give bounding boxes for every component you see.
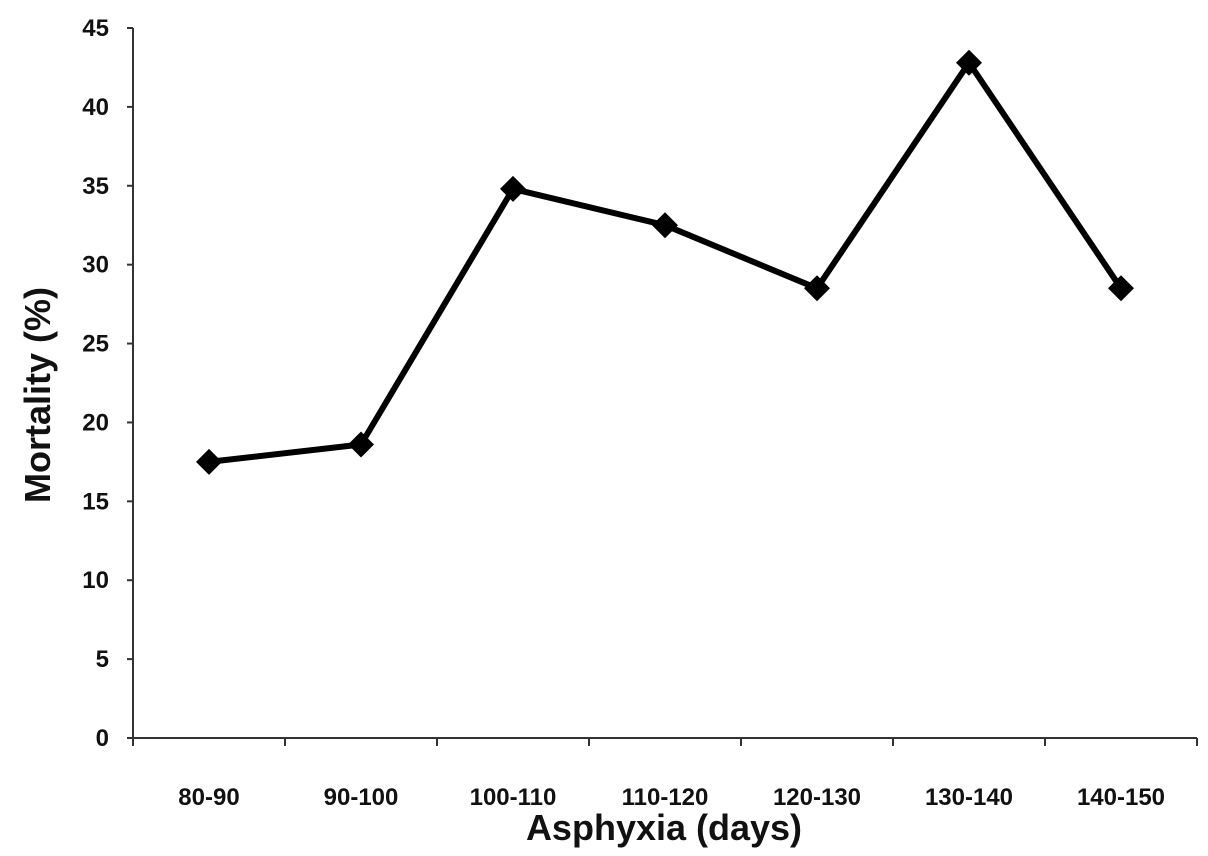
y-tick-label: 30 [82, 252, 109, 279]
data-point-marker [196, 448, 222, 475]
x-axis-title: Asphyxia (days) [526, 807, 802, 848]
x-tick-label: 130-140 [925, 784, 1013, 811]
y-tick-label: 15 [82, 488, 109, 515]
y-axis-ticks: 0 5 10 15 20 25 30 35 40 45 [82, 15, 133, 752]
data-point-marker [652, 212, 678, 239]
series-group [196, 49, 1134, 475]
x-tick-label: 100-110 [470, 784, 557, 811]
series-line [208, 59, 1124, 465]
y-tick-label: 40 [82, 94, 109, 121]
data-point-marker [956, 49, 982, 76]
x-axis-ticks: 80-90 90-100 100-110 110-120 120-130 130-140 1… [132, 738, 1198, 811]
data-point-marker [804, 275, 830, 302]
data-point-marker [500, 175, 526, 202]
x-tick-label: 140-150 [1077, 784, 1165, 811]
y-tick-label: 0 [96, 725, 109, 752]
y-tick-label: 5 [96, 646, 109, 673]
x-tick-label: 80-90 [178, 784, 239, 811]
y-tick-label: 10 [82, 567, 109, 594]
y-tick-label: 35 [82, 173, 109, 200]
x-tick-label: 90-100 [324, 784, 399, 811]
y-axis-title: Mortality (%) [17, 287, 58, 503]
x-tick-label: 120-130 [773, 784, 861, 811]
axes [132, 28, 1197, 739]
x-tick-label: 110-120 [622, 784, 709, 811]
data-point-marker [348, 431, 374, 458]
y-tick-label: 45 [82, 15, 109, 42]
y-tick-label: 20 [82, 409, 109, 436]
y-tick-label: 25 [82, 331, 109, 358]
data-point-marker [1108, 275, 1134, 302]
